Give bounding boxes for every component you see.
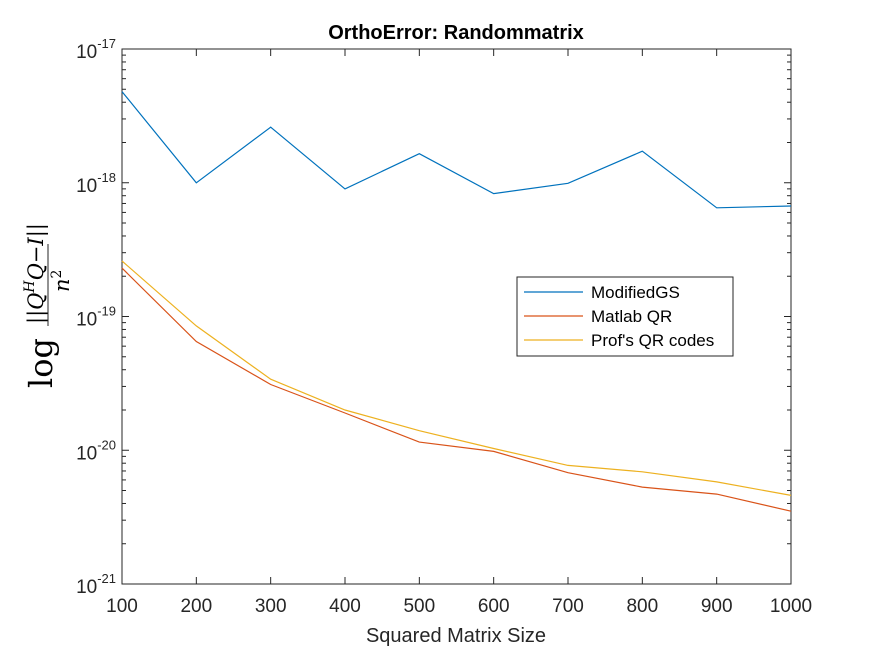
x-tick-label: 900 — [701, 596, 733, 617]
series-line-0 — [121, 91, 792, 209]
legend-entry-label: Matlab QR — [591, 307, 672, 326]
x-tick-label: 1000 — [770, 596, 812, 617]
x-tick-label: 500 — [403, 596, 435, 617]
series-line-2 — [121, 260, 792, 496]
legend: ModifiedGS Matlab QR Prof's QR codes — [516, 276, 734, 357]
x-tick-label: 100 — [106, 596, 138, 617]
series-lines — [121, 91, 792, 512]
x-tick-label: 200 — [180, 596, 212, 617]
legend-entry-label: ModifiedGS — [591, 283, 680, 302]
y-tick-label: 10-21 — [76, 571, 116, 598]
y-axis-label-denominator: n2 — [49, 270, 74, 292]
y-axis-label-numerator: ||QHQ−I|| — [22, 223, 49, 324]
x-tick-label: 800 — [626, 596, 658, 617]
x-axis: 100 200 300 400 500 600 700 800 900 1000 — [106, 49, 812, 617]
legend-entry-label: Prof's QR codes — [591, 331, 714, 350]
y-tick-label: 10-20 — [76, 437, 116, 464]
y-tick-label: 10-17 — [76, 36, 116, 63]
x-tick-label: 400 — [329, 596, 361, 617]
y-tick-label: 10-18 — [76, 170, 116, 197]
x-tick-label: 700 — [552, 596, 584, 617]
x-tick-label: 300 — [255, 596, 287, 617]
x-tick-label: 600 — [478, 596, 510, 617]
y-axis-label: log ||QHQ−I|| n2 — [22, 223, 74, 388]
y-tick-label: 10-19 — [76, 304, 116, 331]
y-axis-label-log: log — [22, 338, 60, 388]
x-axis-label: Squared Matrix Size — [366, 625, 546, 647]
series-line-1 — [121, 267, 792, 512]
y-axis: 10-21 10-20 10-19 10-18 10-17 — [76, 36, 791, 598]
chart-title: OrthoError: Randommatrix — [328, 22, 584, 44]
